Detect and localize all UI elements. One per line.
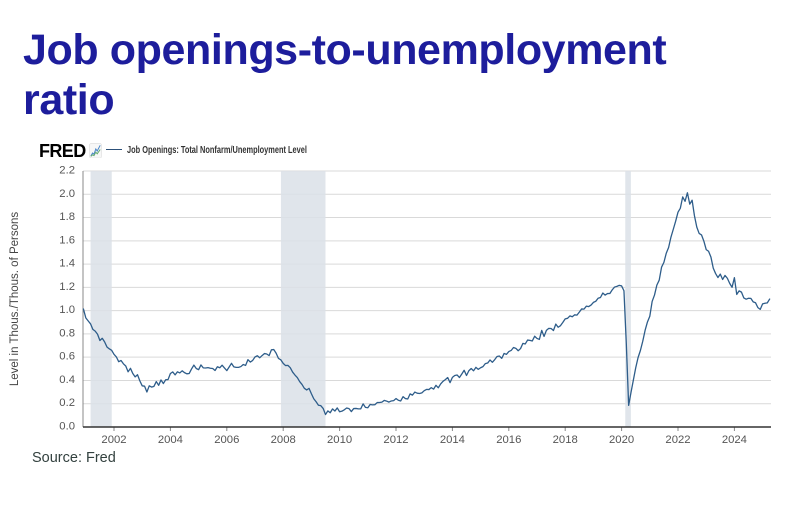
svg-text:1.4: 1.4 bbox=[59, 258, 75, 270]
svg-text:1.6: 1.6 bbox=[59, 234, 75, 246]
svg-text:2.0: 2.0 bbox=[59, 188, 75, 200]
svg-text:2002: 2002 bbox=[101, 434, 126, 446]
svg-text:0.4: 0.4 bbox=[59, 374, 75, 386]
svg-text:1.8: 1.8 bbox=[59, 211, 75, 223]
svg-text:2022: 2022 bbox=[665, 434, 690, 446]
svg-text:2.2: 2.2 bbox=[59, 165, 75, 177]
svg-text:2024: 2024 bbox=[722, 434, 747, 446]
svg-text:2020: 2020 bbox=[609, 434, 634, 446]
svg-text:1.0: 1.0 bbox=[59, 304, 75, 316]
svg-text:2010: 2010 bbox=[327, 434, 352, 446]
svg-text:2004: 2004 bbox=[158, 434, 183, 446]
svg-text:0.0: 0.0 bbox=[59, 421, 75, 433]
svg-text:2012: 2012 bbox=[383, 434, 408, 446]
svg-text:2006: 2006 bbox=[214, 434, 239, 446]
svg-text:2008: 2008 bbox=[271, 434, 296, 446]
svg-text:2014: 2014 bbox=[440, 434, 465, 446]
svg-text:0.6: 0.6 bbox=[59, 351, 75, 363]
svg-text:1.2: 1.2 bbox=[59, 281, 75, 293]
svg-text:0.2: 0.2 bbox=[59, 397, 75, 409]
svg-text:Level in Thous./Thous. of Pers: Level in Thous./Thous. of Persons bbox=[9, 212, 21, 387]
svg-text:2018: 2018 bbox=[553, 434, 578, 446]
svg-text:2016: 2016 bbox=[496, 434, 521, 446]
svg-text:0.8: 0.8 bbox=[59, 327, 75, 339]
